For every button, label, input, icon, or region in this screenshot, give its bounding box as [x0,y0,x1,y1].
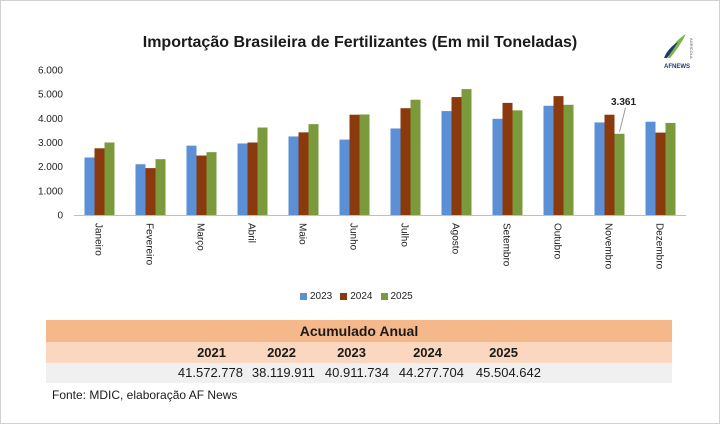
accumulated-value-2022: 38.119.911 [251,365,315,380]
bar-2025-agosto [461,89,472,215]
bar-2025-novembro [614,133,625,215]
af-news-logo: AGRICOLA [664,34,694,59]
bar-2025-outubro [563,104,574,215]
accumulated-year-2023: 2023 [337,345,366,360]
bar-2023-maro [186,145,197,215]
bar-2023-julho [390,128,401,215]
data-label-novembro-2025: 3.361 [611,97,636,108]
x-tick-label: Abril [246,223,257,243]
legend-swatch-2023 [300,292,307,300]
bar-2024-maio [298,132,309,215]
y-tick-label: 1.000 [38,186,63,197]
bar-2024-junho [349,114,360,215]
bar-2023-novembro [594,122,605,215]
bar-2025-junho [359,114,370,215]
bar-2023-maio [288,136,299,215]
legend-label-2023: 2023 [310,290,333,302]
bar-2025-setembro [512,110,523,215]
legend-item-2024: 2024 [340,289,373,303]
legend-item-2025: 2025 [380,289,413,303]
bar-2024-novembro [604,114,615,215]
bar-2025-maro [206,152,217,215]
accumulated-years-row: 2021 2022 2023 2024 2025 [46,342,672,363]
x-tick-label: Agosto [450,223,461,255]
bar-2024-dezembro [655,132,666,215]
x-tick-label: Outubro [552,223,563,260]
bar-2025-fevereiro [155,159,166,215]
bar-2023-outubro [543,105,554,215]
legend-item-2023: 2023 [300,289,332,303]
bar-2025-dezembro [665,122,676,215]
accumulated-year-2022: 2022 [267,345,296,360]
bar-2023-fevereiro [135,164,146,215]
bar-2025-julho [410,99,421,215]
x-tick-label: Março [195,223,206,251]
chart-title: Importação Brasileira de Fertilizantes (… [142,34,578,51]
logo-side-text: AGRICOLA [689,38,694,59]
accumulated-value-2021: 41.572.778 [177,365,243,380]
y-tick-label: 6.000 [38,66,63,77]
logo-text: AFNEWS [664,64,690,70]
x-tick-label: Fevereiro [144,223,155,266]
bar-2023-setembro [492,118,503,215]
legend-label-2025: 2025 [390,290,413,302]
x-tick-label: Junho [348,223,359,251]
bar-2024-julho [400,108,411,215]
legend-swatch-2025 [380,292,388,300]
bar-2025-janeiro [104,142,115,215]
x-tick-label: Maio [297,223,308,245]
accumulated-value-2023: 40.911.734 [324,365,389,380]
bar-2024-agosto [451,97,462,215]
y-tick-label: 3.000 [38,138,63,149]
accumulated-title: Acumulado Anual [46,320,672,342]
accumulated-value-2025: 45.504.642 [475,365,541,380]
bar-2023-dezembro [645,121,656,215]
x-tick-label: Julho [399,223,410,247]
bar-chart: 0 1.000 2.000 3.000 4.000 5.000 6.000 Janeiro Fe… [38,66,686,270]
x-tick-label: Setembro [501,223,512,267]
bar-2024-maro [196,155,207,215]
accumulated-year-2025: 2025 [489,345,518,360]
bar-2023-abril [237,143,248,215]
source-note: Fonte: MDIC, elaboração AF News [52,388,238,402]
bar-2023-janeiro [84,157,95,215]
accumulated-year-2024: 2024 [413,345,442,360]
bar-2023-agosto [441,111,452,215]
y-tick-label: 2.000 [38,162,63,173]
bar-2024-setembro [502,102,513,215]
legend-swatch-2024 [340,292,348,300]
x-tick-label: Janeiro [93,223,104,256]
data-label-leader [619,107,626,132]
accumulated-value-2024: 44.277.704 [398,365,464,380]
bar-2023-junho [339,139,350,215]
legend-label-2024: 2024 [350,290,373,302]
legend: 2023 2024 2025 [300,289,413,303]
bar-2025-abril [257,127,268,215]
x-tick-label: Dezembro [654,223,665,270]
bar-2024-outubro [553,96,564,215]
y-tick-label: 5.000 [38,90,63,101]
y-tick-label: 0 [57,211,63,222]
bar-2024-janeiro [94,148,105,215]
bar-2024-fevereiro [145,168,156,215]
y-tick-label: 4.000 [38,114,63,125]
accumulated-year-2021: 2021 [197,345,226,360]
bar-2024-abril [247,142,258,215]
bar-2025-maio [308,124,319,215]
x-tick-label: Novembro [603,223,614,270]
accumulated-values-row: 41.572.778 38.119.911 40.911.734 44.277.… [46,363,672,383]
